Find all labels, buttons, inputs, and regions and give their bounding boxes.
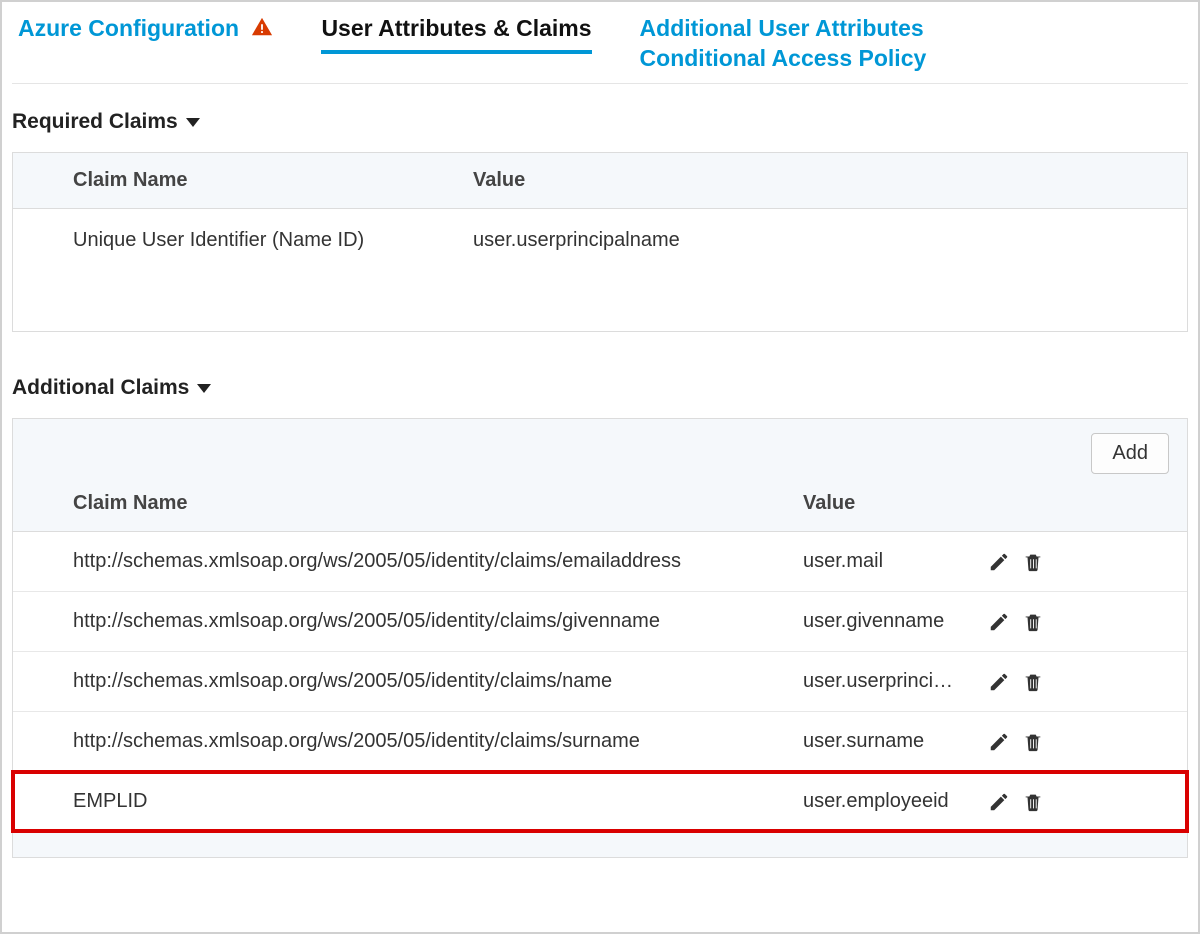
tab-user-attributes-claims[interactable]: User Attributes & Claims	[321, 10, 591, 54]
table-header: Claim Name Value	[13, 482, 1187, 532]
cell-claim-value: user.userprinci…	[803, 670, 988, 693]
cell-actions	[988, 611, 1068, 633]
edit-icon[interactable]	[988, 671, 1010, 693]
edit-icon[interactable]	[988, 791, 1010, 813]
cell-claim-value: user.givenname	[803, 610, 988, 633]
cell-actions	[988, 551, 1068, 573]
delete-icon[interactable]	[1022, 671, 1044, 693]
table-row[interactable]: http://schemas.xmlsoap.org/ws/2005/05/id…	[13, 712, 1187, 772]
table-row[interactable]: http://schemas.xmlsoap.org/ws/2005/05/id…	[13, 532, 1187, 592]
column-header-value: Value	[473, 169, 1167, 192]
additional-claims-table: Add Claim Name Value http://schemas.xmls…	[12, 418, 1188, 858]
section-title: Required Claims	[12, 110, 178, 134]
add-button[interactable]: Add	[1091, 433, 1169, 474]
cell-claim-value: user.surname	[803, 730, 988, 753]
cell-claim-value: user.userprincipalname	[473, 229, 1167, 252]
tab-conditional-access-policy[interactable]: Conditional Access Policy	[640, 44, 927, 74]
edit-icon[interactable]	[988, 611, 1010, 633]
table-header: Claim Name Value	[13, 153, 1187, 209]
table-row[interactable]: http://schemas.xmlsoap.org/ws/2005/05/id…	[13, 592, 1187, 652]
tab-label: Azure Configuration	[18, 15, 239, 41]
tab-additional-user-attributes[interactable]: Additional User Attributes	[640, 14, 927, 44]
table-row[interactable]: EMPLIDuser.employeeid	[13, 772, 1187, 831]
section-title: Additional Claims	[12, 376, 189, 400]
additional-claims-header[interactable]: Additional Claims	[12, 376, 1188, 400]
required-claims-header[interactable]: Required Claims	[12, 110, 1188, 134]
table-row[interactable]: http://schemas.xmlsoap.org/ws/2005/05/id…	[13, 652, 1187, 712]
tab-label: User Attributes & Claims	[321, 15, 591, 41]
table-toolbar: Add	[13, 419, 1187, 482]
cell-claim-name: EMPLID	[73, 790, 803, 813]
page-root: Azure Configuration User Attributes & Cl…	[0, 0, 1200, 934]
edit-icon[interactable]	[988, 551, 1010, 573]
cell-actions	[988, 791, 1068, 813]
tab-azure-configuration[interactable]: Azure Configuration	[18, 10, 273, 52]
cell-claim-name: http://schemas.xmlsoap.org/ws/2005/05/id…	[73, 610, 803, 633]
delete-icon[interactable]	[1022, 731, 1044, 753]
delete-icon[interactable]	[1022, 791, 1044, 813]
chevron-down-icon	[186, 118, 200, 127]
column-header-claim-name: Claim Name	[73, 492, 803, 515]
cell-actions	[988, 671, 1068, 693]
cell-claim-value: user.employeeid	[803, 790, 988, 813]
column-header-value: Value	[803, 492, 988, 515]
table-footer-padding	[13, 831, 1187, 857]
cell-claim-name: http://schemas.xmlsoap.org/ws/2005/05/id…	[73, 670, 803, 693]
cell-claim-name: http://schemas.xmlsoap.org/ws/2005/05/id…	[73, 730, 803, 753]
cell-claim-name: Unique User Identifier (Name ID)	[73, 229, 473, 252]
column-header-actions	[988, 492, 1068, 515]
warning-icon	[251, 16, 273, 46]
delete-icon[interactable]	[1022, 551, 1044, 573]
tab-bar: Azure Configuration User Attributes & Cl…	[12, 2, 1188, 84]
cell-claim-value: user.mail	[803, 550, 988, 573]
column-header-claim-name: Claim Name	[73, 169, 473, 192]
delete-icon[interactable]	[1022, 611, 1044, 633]
required-claims-table: Claim Name Value Unique User Identifier …	[12, 152, 1188, 332]
cell-claim-name: http://schemas.xmlsoap.org/ws/2005/05/id…	[73, 550, 803, 573]
chevron-down-icon	[197, 384, 211, 393]
cell-actions	[988, 731, 1068, 753]
edit-icon[interactable]	[988, 731, 1010, 753]
tab-additional-group: Additional User Attributes Conditional A…	[640, 10, 927, 80]
table-row[interactable]: Unique User Identifier (Name ID) user.us…	[13, 209, 1187, 272]
